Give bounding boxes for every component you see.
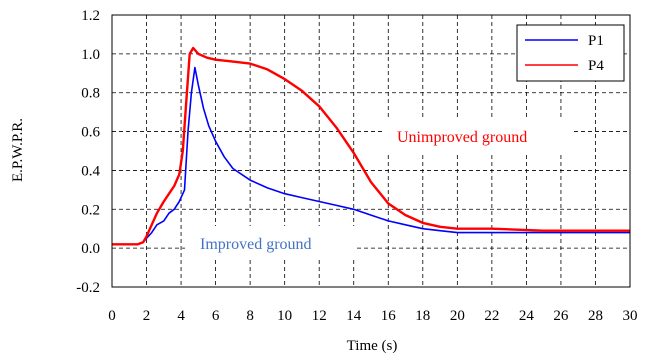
x-tick-label: 20 <box>450 308 465 324</box>
x-tick-label: 2 <box>143 308 151 324</box>
svg-text:Improved ground: Improved ground <box>200 236 312 253</box>
x-tick-label: 22 <box>484 308 499 324</box>
legend-label-p4: P4 <box>588 58 604 74</box>
x-tick-labels: 0 2 4 6 8 10 12 14 16 18 20 22 24 26 28 30 <box>108 308 637 324</box>
x-tick-label: 24 <box>519 308 535 324</box>
x-tick-label: 14 <box>346 308 362 324</box>
y-tick-label: 0.2 <box>81 202 100 218</box>
x-tick-label: 8 <box>246 308 254 324</box>
y-tick-labels: -0.2 0.0 0.2 0.4 0.6 0.8 1.0 1.2 <box>76 8 100 296</box>
x-tick-label: 12 <box>312 308 327 324</box>
x-tick-label: 6 <box>212 308 220 324</box>
y-tick-label: 1.0 <box>81 47 100 63</box>
y-axis-label: E.P.W.P.R. <box>10 118 26 182</box>
x-tick-label: 0 <box>108 308 116 324</box>
y-tick-label: 0.6 <box>81 125 100 141</box>
y-tick-label: 0.0 <box>81 241 100 257</box>
y-tick-label: 0.4 <box>81 163 100 179</box>
x-tick-label: 26 <box>553 308 569 324</box>
plot-frame <box>111 14 631 288</box>
annotation-unimproved-ground: Unimproved ground <box>382 119 572 153</box>
x-tick-label: 10 <box>277 308 292 324</box>
y-tick-label: 0.8 <box>81 86 100 102</box>
y-tick-label: 1.2 <box>81 8 100 24</box>
legend: P1 P4 <box>516 24 625 82</box>
y-tick-label: -0.2 <box>76 280 100 296</box>
legend-label-p1: P1 <box>588 33 604 49</box>
annotation-improved-ground: Improved ground <box>185 226 357 260</box>
x-tick-label: 18 <box>415 308 430 324</box>
series-line-p1 <box>112 66 630 246</box>
x-tick-label: 30 <box>623 308 638 324</box>
x-axis-label: Time (s) <box>347 338 398 354</box>
x-tick-label: 16 <box>381 308 397 324</box>
series-layer <box>112 46 630 246</box>
x-tick-label: 28 <box>588 308 603 324</box>
legend-box <box>516 24 625 82</box>
x-tick-label: 4 <box>177 308 185 324</box>
series-line-p4 <box>112 46 630 246</box>
svg-text:Unimproved ground: Unimproved ground <box>397 129 527 146</box>
